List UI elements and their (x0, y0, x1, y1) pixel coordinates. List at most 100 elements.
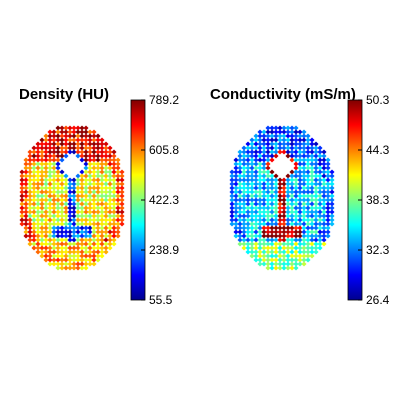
conductivity-panel: Conductivity (mS/m) 50.3 44.3 38.3 32.3 … (210, 86, 390, 307)
heatmap-cell (95, 197, 101, 203)
density-heatmap (19, 125, 125, 271)
heatmap-cell (293, 161, 299, 167)
heatmap-cell (95, 217, 101, 223)
heatmap-cell (305, 209, 311, 215)
heatmap-cell (265, 145, 271, 151)
heatmap-cell (71, 177, 77, 183)
heatmap-cell (229, 189, 235, 195)
heatmap-cell (249, 217, 255, 223)
heatmap-cell (277, 265, 283, 271)
heatmap-cell (99, 245, 105, 251)
heatmap-cell (285, 217, 291, 223)
heatmap-cell (257, 249, 263, 255)
heatmap-cell (257, 245, 263, 251)
heatmap-cell (301, 229, 307, 235)
heatmap-cell (67, 205, 73, 211)
heatmap-cell (257, 213, 263, 219)
heatmap-cell (309, 213, 315, 219)
heatmap-cell (241, 181, 247, 187)
heatmap-cell (79, 221, 85, 227)
heatmap-cell (249, 233, 255, 239)
heatmap-cell (257, 233, 263, 239)
heatmap-cell (63, 141, 69, 147)
heatmap-cell (265, 201, 271, 207)
heatmap-cell (309, 229, 315, 235)
heatmap-cell (87, 141, 93, 147)
heatmap-cell (289, 189, 295, 195)
heatmap-cell (329, 205, 335, 211)
heatmap-cell (87, 157, 93, 163)
heatmap-cell (277, 141, 283, 147)
heatmap-cell (233, 217, 239, 223)
heatmap-cell (273, 137, 279, 143)
heatmap-cell (273, 153, 279, 159)
heatmap-cell (285, 229, 291, 235)
heatmap-cell (95, 193, 101, 199)
heatmap-cell (253, 221, 259, 227)
heatmap-cell (83, 169, 89, 175)
heatmap-cell (249, 189, 255, 195)
heatmap-cell (237, 205, 243, 211)
heatmap-cell (269, 209, 275, 215)
heatmap-cell (313, 201, 319, 207)
heatmap-cell (317, 229, 323, 235)
heatmap-cell (111, 165, 117, 171)
heatmap-cell (317, 169, 323, 175)
heatmap-cell (63, 133, 69, 139)
heatmap-cell (241, 185, 247, 191)
heatmap-cell (325, 193, 331, 199)
heatmap-cell (79, 245, 85, 251)
heatmap-cell (67, 145, 73, 151)
heatmap-cell (245, 169, 251, 175)
heatmap-cell (285, 205, 291, 211)
heatmap-cell (103, 169, 109, 175)
heatmap-cell (107, 169, 113, 175)
heatmap-cell (277, 149, 283, 155)
heatmap-cell (63, 201, 69, 207)
heatmap-cell (325, 169, 331, 175)
heatmap-cell (313, 249, 319, 255)
heatmap-cell (91, 205, 97, 211)
heatmap-cell (325, 209, 331, 215)
heatmap-cell (269, 157, 275, 163)
heatmap-cell (313, 245, 319, 251)
heatmap-cell (107, 197, 113, 203)
heatmap-cell (297, 161, 303, 167)
heatmap-cell (253, 141, 259, 147)
heatmap-cell (95, 241, 101, 247)
heatmap-cell (87, 213, 93, 219)
heatmap-cell (325, 177, 331, 183)
heatmap-cell (329, 185, 335, 191)
heatmap-cell (253, 149, 259, 155)
heatmap-cell (293, 189, 299, 195)
heatmap-cell (293, 257, 299, 263)
heatmap-cell (325, 181, 331, 187)
heatmap-cell (91, 137, 97, 143)
heatmap-cell (273, 221, 279, 227)
heatmap-cell (111, 189, 117, 195)
heatmap-cell (103, 153, 109, 159)
heatmap-cell (269, 133, 275, 139)
heatmap-cell (309, 201, 315, 207)
heatmap-cell (273, 201, 279, 207)
heatmap-cell (257, 149, 263, 155)
heatmap-cell (281, 265, 287, 271)
heatmap-cell (75, 141, 81, 147)
heatmap-cell (309, 141, 315, 147)
heatmap-cell (293, 177, 299, 183)
heatmap-cell (63, 221, 69, 227)
heatmap-cell (253, 241, 259, 247)
heatmap-cell (297, 201, 303, 207)
heatmap-cell (119, 169, 125, 175)
heatmap-cell (245, 153, 251, 159)
heatmap-cell (67, 237, 73, 243)
heatmap-cell (321, 173, 327, 179)
heatmap-cell (115, 205, 121, 211)
heatmap-cell (237, 209, 243, 215)
heatmap-cell (119, 221, 125, 227)
heatmap-cell (91, 241, 97, 247)
heatmap-cell (297, 169, 303, 175)
heatmap-cell (321, 153, 327, 159)
heatmap-cell (95, 133, 101, 139)
heatmap-cell (297, 141, 303, 147)
